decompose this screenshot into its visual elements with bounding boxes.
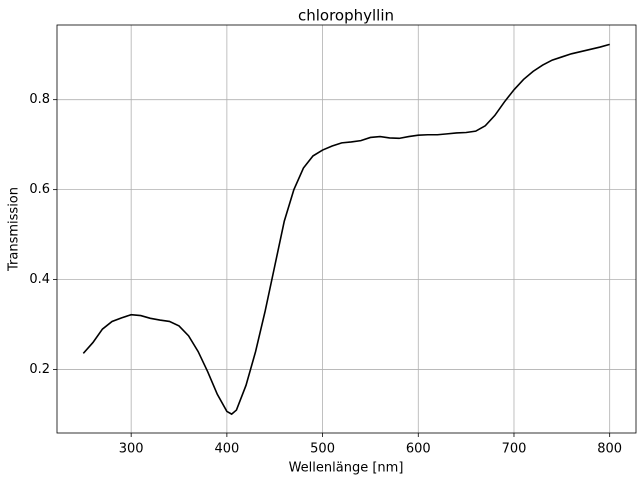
plot-frame xyxy=(56,24,637,434)
x-tick-label: 400 xyxy=(214,442,239,457)
y-tick-label: 0.6 xyxy=(29,182,50,197)
y-tick-label: 0.2 xyxy=(29,362,50,377)
data-line xyxy=(82,43,610,416)
x-tick-label: 700 xyxy=(502,442,527,457)
x-tick-label: 600 xyxy=(406,442,431,457)
y-tick-label: 0.4 xyxy=(29,272,50,287)
x-tick-label: 300 xyxy=(119,442,144,457)
y-axis-label: Transmission xyxy=(7,187,22,272)
x-tick-label: 800 xyxy=(597,442,622,457)
chart-title: chlorophyllin xyxy=(298,7,394,25)
x-axis-label: Wellenlänge [nm] xyxy=(289,461,404,476)
x-tick-label: 500 xyxy=(310,442,335,457)
y-tick-label: 0.8 xyxy=(29,92,50,107)
